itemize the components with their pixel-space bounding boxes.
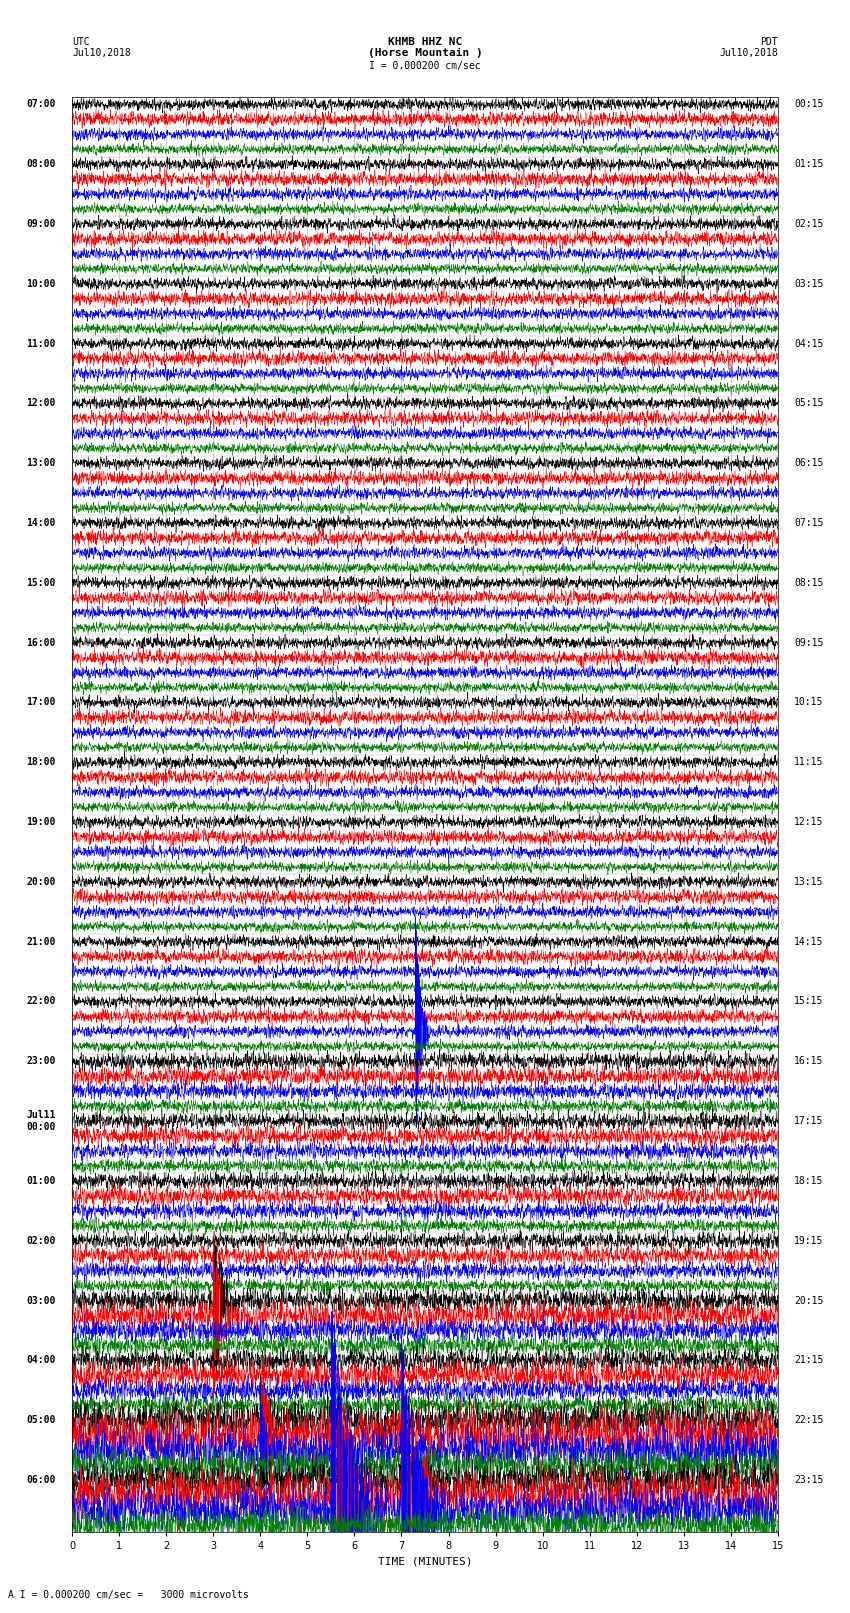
- Text: 09:00: 09:00: [26, 219, 56, 229]
- Text: Jul10,2018: Jul10,2018: [719, 48, 778, 58]
- Text: 13:15: 13:15: [794, 877, 824, 887]
- Text: Jul11
00:00: Jul11 00:00: [26, 1110, 56, 1132]
- Text: 02:00: 02:00: [26, 1236, 56, 1245]
- Text: UTC: UTC: [72, 37, 90, 47]
- Text: 22:15: 22:15: [794, 1415, 824, 1426]
- Text: 12:15: 12:15: [794, 818, 824, 827]
- Text: 05:00: 05:00: [26, 1415, 56, 1426]
- Text: KHMB HHZ NC: KHMB HHZ NC: [388, 37, 462, 47]
- Text: 23:00: 23:00: [26, 1057, 56, 1066]
- Text: 22:00: 22:00: [26, 997, 56, 1007]
- X-axis label: TIME (MINUTES): TIME (MINUTES): [377, 1557, 473, 1566]
- Text: 04:15: 04:15: [794, 339, 824, 348]
- Text: 00:15: 00:15: [794, 100, 824, 110]
- Text: 08:00: 08:00: [26, 160, 56, 169]
- Text: 20:15: 20:15: [794, 1295, 824, 1305]
- Text: 09:15: 09:15: [794, 637, 824, 647]
- Text: 02:15: 02:15: [794, 219, 824, 229]
- Text: 05:15: 05:15: [794, 398, 824, 408]
- Text: 11:00: 11:00: [26, 339, 56, 348]
- Text: 14:15: 14:15: [794, 937, 824, 947]
- Text: 23:15: 23:15: [794, 1474, 824, 1486]
- Text: 11:15: 11:15: [794, 756, 824, 768]
- Text: 13:00: 13:00: [26, 458, 56, 468]
- Text: (Horse Mountain ): (Horse Mountain ): [367, 48, 483, 58]
- Text: 03:15: 03:15: [794, 279, 824, 289]
- Text: 08:15: 08:15: [794, 577, 824, 587]
- Text: Jul10,2018: Jul10,2018: [72, 48, 131, 58]
- Text: 01:15: 01:15: [794, 160, 824, 169]
- Text: 20:00: 20:00: [26, 877, 56, 887]
- Text: 16:00: 16:00: [26, 637, 56, 647]
- Text: 19:00: 19:00: [26, 818, 56, 827]
- Text: 10:00: 10:00: [26, 279, 56, 289]
- Text: 17:15: 17:15: [794, 1116, 824, 1126]
- Text: 14:00: 14:00: [26, 518, 56, 527]
- Text: 18:00: 18:00: [26, 756, 56, 768]
- Text: 15:00: 15:00: [26, 577, 56, 587]
- Text: A I = 0.000200 cm/sec =   3000 microvolts: A I = 0.000200 cm/sec = 3000 microvolts: [8, 1590, 249, 1600]
- Text: 06:15: 06:15: [794, 458, 824, 468]
- Text: 15:15: 15:15: [794, 997, 824, 1007]
- Text: 10:15: 10:15: [794, 697, 824, 708]
- Text: 17:00: 17:00: [26, 697, 56, 708]
- Text: 19:15: 19:15: [794, 1236, 824, 1245]
- Text: I = 0.000200 cm/sec: I = 0.000200 cm/sec: [369, 61, 481, 71]
- Text: 16:15: 16:15: [794, 1057, 824, 1066]
- Text: 06:00: 06:00: [26, 1474, 56, 1486]
- Text: 03:00: 03:00: [26, 1295, 56, 1305]
- Text: 18:15: 18:15: [794, 1176, 824, 1186]
- Text: 07:00: 07:00: [26, 100, 56, 110]
- Text: 21:15: 21:15: [794, 1355, 824, 1365]
- Text: PDT: PDT: [760, 37, 778, 47]
- Text: 04:00: 04:00: [26, 1355, 56, 1365]
- Text: 12:00: 12:00: [26, 398, 56, 408]
- Text: 01:00: 01:00: [26, 1176, 56, 1186]
- Text: 21:00: 21:00: [26, 937, 56, 947]
- Text: 07:15: 07:15: [794, 518, 824, 527]
